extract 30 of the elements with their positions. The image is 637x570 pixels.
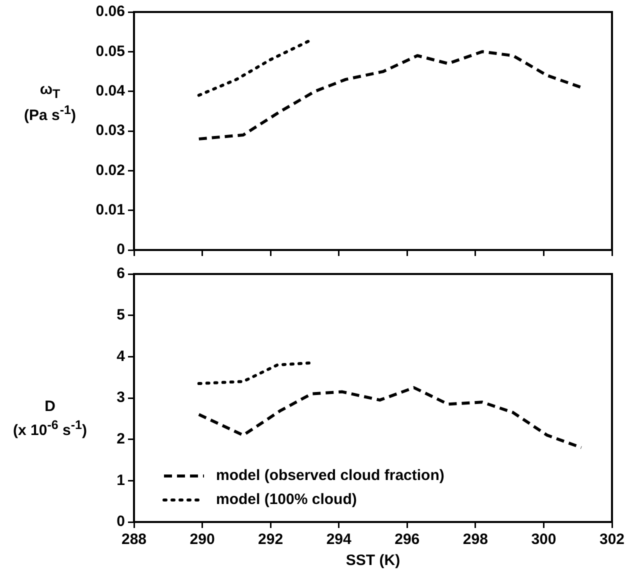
x-tick-label: 290 [190,531,215,548]
y-tick-label: 0.05 [96,42,125,60]
y-tick-label: 0 [116,241,125,258]
x-axis-title: SST (K) [346,552,400,570]
legend-label: model (observed cloud fraction) [216,467,444,484]
y-tick-label: 3 [116,389,125,406]
x-tick-label: 292 [258,531,284,548]
y-tick-label: 4 [116,348,126,365]
y-axis-title: ω$_{T}$ (Pa s$^{-1}$) [24,81,76,124]
x-tick-label: 294 [326,531,352,548]
y-axis-title: D (x 10$^{-6}$ s$^{-1}$) [12,397,88,440]
line-series [197,361,314,386]
y-tick-label: 0.03 [96,122,125,140]
x-tick-label: 302 [599,531,625,548]
line-series [197,386,583,450]
x-tick-label: 296 [394,531,420,548]
x-tick-label: 298 [462,531,488,548]
legend-label: model (100% cloud) [216,491,357,508]
line-series [197,50,583,140]
y-tick-label: 6 [116,265,125,282]
y-tick-label: 0.04 [96,82,126,100]
x-tick-label: 288 [121,531,147,548]
y-tick-label: 2 [116,430,125,448]
y-tick-label: 0 [116,513,125,530]
y-tick-label: 1 [116,472,125,489]
y-tick-label: 0.01 [96,201,125,218]
x-tick-label: 300 [531,531,556,548]
y-tick-label: 5 [116,306,125,324]
y-tick-label: 0.02 [96,162,125,179]
y-tick-label: 0.06 [96,3,125,20]
